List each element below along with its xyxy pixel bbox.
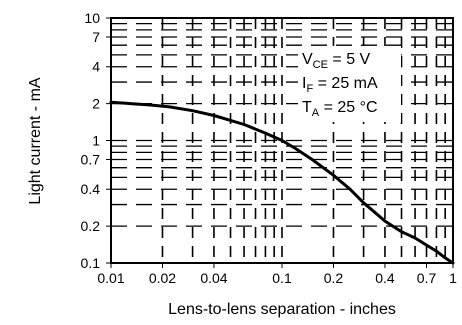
y-tick-label: 0.2 [81, 218, 101, 234]
y-tick-label: 0.7 [81, 151, 101, 167]
annotation-ta: TA = 25 °C [302, 99, 378, 119]
x-tick-label: 0.7 [417, 270, 437, 286]
y-tick-label: 4 [92, 59, 100, 75]
y-axis-label: Light current - mA [27, 77, 44, 204]
x-tick-label: 0.02 [149, 270, 176, 286]
x-tick-label: 0.01 [97, 270, 124, 286]
annotation-background [298, 46, 401, 122]
y-tick-label: 10 [84, 10, 100, 26]
x-axis-label: Lens-to-lens separation - inches [168, 301, 396, 318]
y-tick-label: 0.4 [81, 181, 101, 197]
x-tick-label: 0.4 [375, 270, 395, 286]
conditions-annotation: VCE = 5 V IF = 25 mA TA = 25 °C [298, 46, 401, 122]
y-tick-label: 7 [92, 29, 100, 45]
x-tick-labels: 0.01 0.02 0.04 0.1 0.2 0.4 0.7 1 [97, 263, 457, 286]
annotation-if: IF = 25 mA [302, 75, 378, 95]
x-tick-label: 1 [449, 270, 457, 286]
x-tick-label: 0.2 [324, 270, 344, 286]
y-tick-label: 0.1 [81, 255, 101, 271]
y-tick-label: 2 [92, 96, 100, 112]
x-tick-label: 0.1 [272, 270, 292, 286]
y-tick-label: 1 [92, 133, 100, 149]
series-line [109, 100, 455, 265]
y-tick-labels: 10 7 4 2 1 0.7 0.4 0.2 0.1 [81, 10, 111, 271]
annotation-vce: VCE = 5 V [302, 51, 371, 71]
x-tick-label: 0.04 [200, 270, 227, 286]
